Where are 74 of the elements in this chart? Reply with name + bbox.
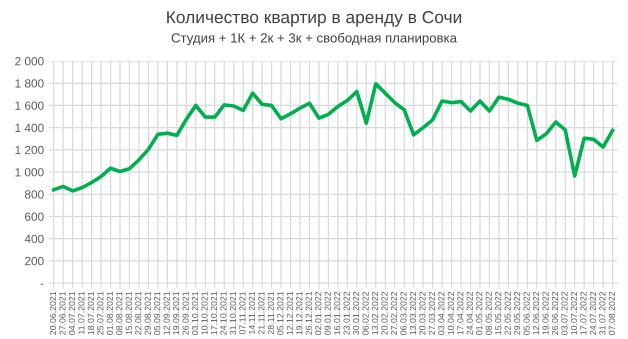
x-tick-label: 20.06.2021	[50, 292, 56, 335]
x-tick-label: 05.12.2021	[277, 292, 284, 335]
x-tick-label: 24.07.2022	[590, 292, 596, 335]
x-tick-label: 17.07.2022	[580, 292, 587, 335]
x-tick-label: 27.03.2022	[428, 292, 435, 335]
x-tick-label: 10.07.2022	[570, 292, 578, 335]
x-tick-label: 20.02.2022	[381, 292, 388, 335]
y-tick-label: 1 000	[15, 168, 44, 176]
x-tick-label: 15.08.2021	[126, 292, 132, 335]
x-tick-label: 05.06.2022	[523, 292, 530, 335]
x-tick-label: 15.05.2022	[495, 292, 502, 335]
x-tick-label: 23.01.2022	[344, 292, 350, 335]
x-tick-label: 31.07.2022	[599, 292, 606, 335]
x-tick-label: 10.04.2022	[448, 292, 454, 335]
y-tick-label: 1 800	[15, 79, 44, 88]
x-tick-label: 20.03.2022	[419, 292, 426, 335]
x-tick-label: 12.09.2021	[164, 292, 170, 335]
x-tick-label: 31.10.2021	[230, 292, 236, 335]
x-tick-label: 22.08.2021	[135, 292, 142, 335]
x-tick-label: 02.01.2022	[315, 292, 322, 335]
y-tick-label: 800	[24, 190, 44, 199]
line-series	[52, 82, 614, 193]
x-tick-label: 08.05.2022	[486, 292, 492, 335]
x-tick-label: 28.11.2021	[268, 292, 274, 334]
x-tick-label: 05.09.2021	[154, 292, 160, 335]
x-tick-label: 24.10.2021	[220, 292, 227, 335]
y-tick-label: 1 200	[15, 146, 44, 154]
x-tick-label: 12.06.2022	[532, 292, 540, 335]
x-tick-label: 18.07.2021	[88, 292, 94, 335]
x-tick-label: 11.07.2021	[78, 292, 84, 334]
x-tick-label: 27.06.2021	[59, 292, 66, 335]
x-tick-label: 01.05.2022	[476, 292, 482, 335]
y-tick-label: 400	[24, 234, 44, 244]
x-tick-label: 30.01.2022	[352, 292, 360, 335]
chart-title: Количество квартир в аренду в Сочи	[167, 11, 462, 27]
x-tick-label: 14.11.2021	[248, 292, 255, 334]
y-tick-label: 200	[25, 256, 44, 266]
x-tick-label: 03.10.2021	[192, 292, 198, 335]
x-tick-label: 10.10.2021	[201, 292, 208, 335]
x-tick-label: 13.02.2022	[372, 292, 378, 335]
x-tick-label: 29.05.2022	[514, 292, 520, 335]
y-tick-label: -	[40, 284, 44, 285]
x-tick-label: 09.01.2022	[324, 292, 331, 335]
x-tick-label: 21.11.2021	[258, 292, 264, 334]
x-tick-label: 24.04.2022	[466, 292, 473, 335]
x-tick-label: 13.03.2022	[410, 292, 416, 335]
x-tick-label: 03.07.2022	[561, 292, 568, 335]
x-tick-label: 22.05.2022	[504, 292, 511, 335]
x-tick-label: 06.03.2022	[400, 292, 407, 335]
x-tick-label: 12.12.2021	[286, 292, 293, 335]
x-tick-label: 19.09.2021	[173, 292, 180, 335]
x-tick-label: 04.07.2021	[68, 292, 76, 335]
chart-subtitle: Студия + 1К + 2к + 3к + свободная планировка	[172, 32, 457, 46]
x-tick-label: 03.04.2022	[438, 292, 444, 335]
x-tick-label: 07.08.2022	[608, 292, 615, 335]
x-tick-label: 19.12.2021	[296, 292, 302, 335]
x-tick-label: 16.01.2022	[334, 292, 340, 335]
x-tick-label: 19.06.2022	[542, 292, 549, 335]
x-tick-label: 07.11.2021	[239, 292, 246, 334]
x-tick-label: 17.04.2022	[457, 292, 464, 335]
y-tick-label: 1 600	[15, 101, 44, 110]
x-tick-label: 01.08.2021	[106, 292, 113, 335]
x-tick-label: 27.02.2022	[390, 292, 398, 335]
x-tick-label: 29.08.2021	[144, 292, 151, 335]
x-tick-label: 06.02.2022	[362, 292, 369, 335]
x-tick-label: 26.06.2022	[552, 292, 558, 335]
y-tick-label: 600	[25, 212, 44, 221]
x-tick-label: 26.09.2021	[182, 292, 189, 335]
x-tick-label: 17.10.2021	[210, 292, 218, 335]
x-tick-label: 25.07.2021	[97, 292, 104, 335]
x-tick-label: 08.08.2021	[116, 292, 122, 335]
x-tick-label: 26.12.2021	[306, 292, 312, 335]
y-tick-label: 1 400	[15, 124, 44, 132]
y-tick-label: 2 000	[15, 57, 44, 66]
